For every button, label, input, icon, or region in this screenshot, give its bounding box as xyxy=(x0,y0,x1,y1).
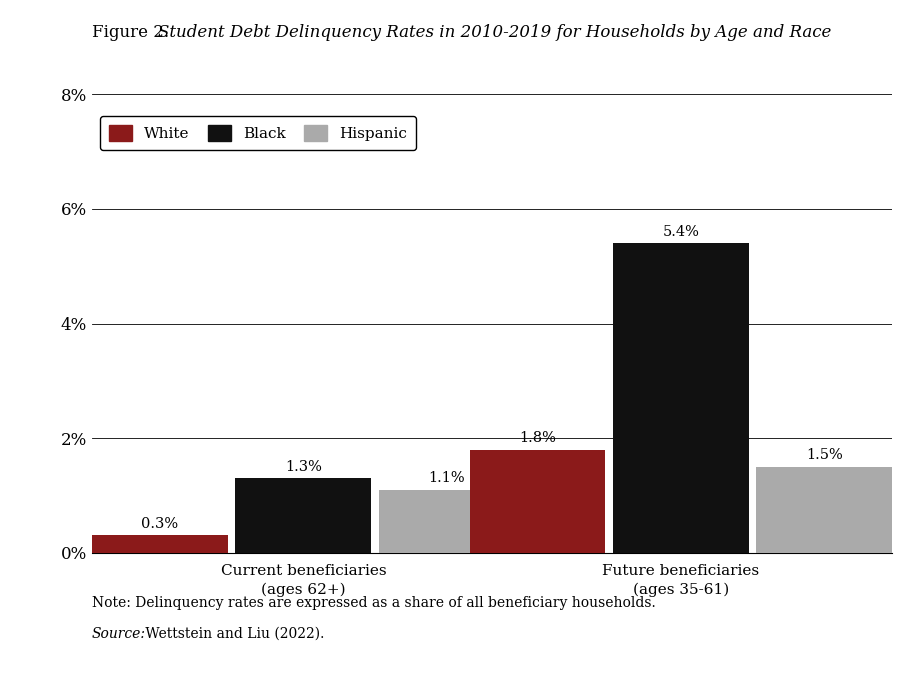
Text: 5.4%: 5.4% xyxy=(662,224,698,239)
Bar xyxy=(235,479,371,553)
Bar xyxy=(469,450,605,553)
Text: Source:: Source: xyxy=(92,627,146,641)
Bar xyxy=(92,535,228,553)
Text: 1.5%: 1.5% xyxy=(805,448,842,462)
Text: Student Debt Delinquency Rates in 2010-2019 for Households by Age and Race: Student Debt Delinquency Rates in 2010-2… xyxy=(158,24,831,40)
Text: 1.1%: 1.1% xyxy=(428,471,465,485)
Bar xyxy=(612,243,748,553)
Text: 0.3%: 0.3% xyxy=(142,517,178,531)
Legend: White, Black, Hispanic: White, Black, Hispanic xyxy=(99,116,415,150)
Bar xyxy=(755,466,891,553)
Bar xyxy=(379,489,515,553)
Text: Figure 2.: Figure 2. xyxy=(92,24,175,40)
Text: Wettstein and Liu (2022).: Wettstein and Liu (2022). xyxy=(141,627,323,641)
Text: 1.8%: 1.8% xyxy=(518,431,555,445)
Text: Note: Delinquency rates are expressed as a share of all beneficiary households.: Note: Delinquency rates are expressed as… xyxy=(92,596,655,611)
Text: 1.3%: 1.3% xyxy=(285,460,322,474)
